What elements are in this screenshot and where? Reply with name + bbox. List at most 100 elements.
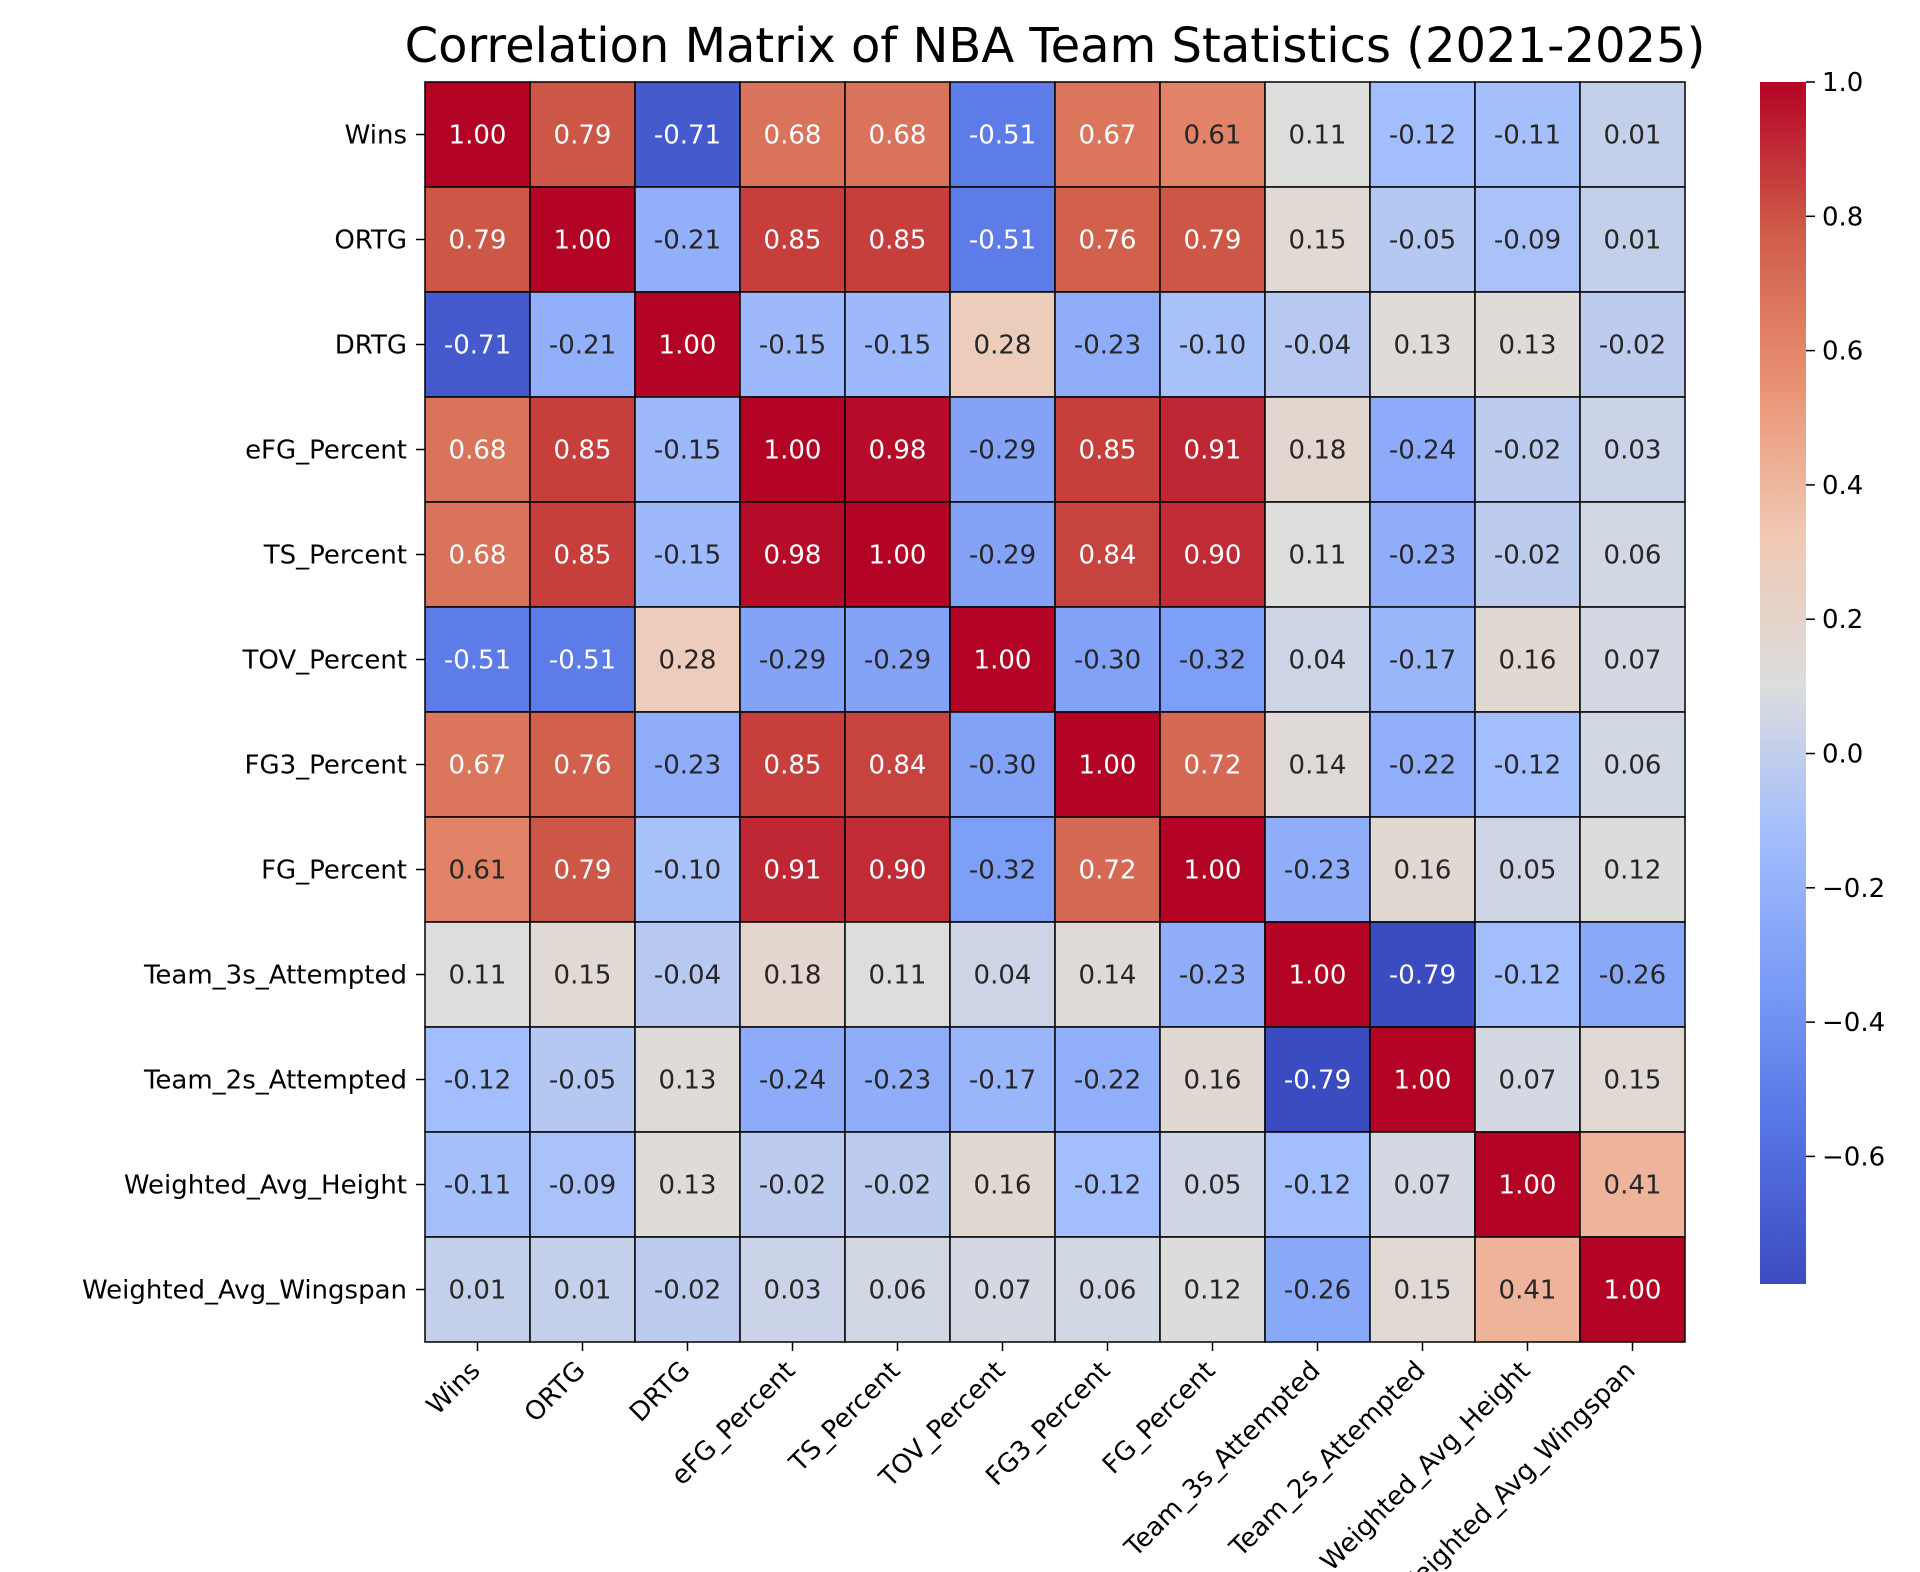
cell-value-label: 0.85 [1079,436,1137,466]
cell-value-label: -0.17 [969,1066,1036,1096]
colorbar-tick-label: 0.6 [1822,337,1863,367]
cell-value-label: -0.12 [1389,121,1456,151]
cell-value-label: -0.15 [654,436,721,466]
cell-value-label: 0.06 [869,1276,927,1306]
cell-value-label: 0.68 [449,541,507,571]
heatmap-cell-ortg-weighted-avg-height [1474,186,1581,293]
heatmap-cell-weighted-avg-wingspan-team-2s-attempted [1369,1236,1476,1343]
heatmap-cell-tov-percent-team-3s-attempted [1264,606,1371,713]
cell-value-label: -0.23 [1074,331,1141,361]
cell-value-label: 0.11 [449,961,507,991]
cell-value-label: -0.15 [759,331,826,361]
heatmap-cell-wins-weighted-avg-wingspan [1579,81,1686,188]
heatmap-cell-weighted-avg-height-ortg [529,1131,636,1238]
heatmap-cell-drtg-wins [424,291,531,398]
y-tick-label-team-2s-attempted: Team_2s_Attempted [143,1066,407,1096]
heatmap-cell-team-2s-attempted-tov-percent [949,1026,1056,1133]
cell-value-label: 0.61 [1184,121,1242,151]
cell-value-label: 1.00 [1184,856,1242,886]
heatmap-cell-ts-percent-drtg [634,501,741,608]
heatmap-cell-ortg-drtg [634,186,741,293]
cells-layer: 1.00 0.79 -0.71 0.68 0.68 -0.51 0.67 0.61 0.11 -0… [424,81,1686,1343]
cell-value-label: 0.18 [1289,436,1347,466]
cell-value-label: 0.07 [974,1276,1032,1306]
heatmap-cell-weighted-avg-wingspan-wins [424,1236,531,1343]
cell-value-label: -0.71 [654,121,721,151]
cell-value-label: 0.91 [764,856,822,886]
heatmap-cell-fg-percent-ts-percent [844,816,951,923]
cell-value-label: 0.06 [1604,541,1662,571]
cell-value-label: 0.18 [764,961,822,991]
cell-value-label: 0.01 [1604,226,1662,256]
cell-value-label: 0.41 [1499,1276,1557,1306]
cell-value-label: 0.79 [1184,226,1242,256]
cell-value-label: 0.16 [974,1171,1032,1201]
cell-value-label: 0.28 [659,646,717,676]
cell-value-label: 0.05 [1499,856,1557,886]
cell-value-label: 0.61 [449,856,507,886]
y-tick-label-ortg: ORTG [334,226,407,256]
heatmap-cell-team-3s-attempted-fg-percent [1159,921,1266,1028]
heatmap-cell-fg3-percent-fg-percent [1159,711,1266,818]
colorbar-gradient [1760,82,1806,1284]
cell-value-label: 0.13 [659,1066,717,1096]
heatmap-cell-team-2s-attempted-drtg [634,1026,741,1133]
cell-value-label: -0.32 [1179,646,1246,676]
heatmap-cell-ortg-team-3s-attempted [1264,186,1371,293]
heatmap-cell-efg-percent-weighted-avg-wingspan [1579,396,1686,503]
cell-value-label: -0.22 [1074,1066,1141,1096]
cell-value-label: -0.79 [1284,1066,1351,1096]
heatmap-cell-ortg-efg-percent [739,186,846,293]
cell-value-label: 0.67 [449,751,507,781]
cell-value-label: 0.13 [1499,331,1557,361]
cell-value-label: 1.00 [764,436,822,466]
cell-value-label: -0.30 [969,751,1036,781]
y-tick-label-wins: Wins [345,121,407,151]
cell-value-label: -0.02 [1494,436,1561,466]
heatmap-cell-wins-team-2s-attempted [1369,81,1476,188]
y-tick-label-ts-percent: TS_Percent [263,541,407,571]
heatmap-cell-drtg-fg3-percent [1054,291,1161,398]
heatmap-cell-team-3s-attempted-drtg [634,921,741,1028]
cell-value-label: 0.41 [1604,1171,1662,1201]
heatmap-cell-wins-fg3-percent [1054,81,1161,188]
heatmap-cell-ortg-tov-percent [949,186,1056,293]
cell-value-label: 0.15 [1604,1066,1662,1096]
cell-value-label: 1.00 [869,541,927,571]
heatmap-cell-team-3s-attempted-ts-percent [844,921,951,1028]
heatmap-cell-fg-percent-fg-percent [1159,816,1266,923]
cell-value-label: -0.12 [1074,1171,1141,1201]
cell-value-label: 0.15 [1394,1276,1452,1306]
cell-value-label: -0.04 [1284,331,1351,361]
cell-value-label: -0.02 [759,1171,826,1201]
heatmap-cell-drtg-ortg [529,291,636,398]
heatmap-cell-ortg-wins [424,186,531,293]
heatmap-cell-tov-percent-fg3-percent [1054,606,1161,713]
heatmap-cell-ts-percent-fg-percent [1159,501,1266,608]
cell-value-label: 0.03 [764,1276,822,1306]
cell-value-label: 0.01 [1604,121,1662,151]
heatmap-cell-wins-ortg [529,81,636,188]
cell-value-label: -0.23 [864,1066,931,1096]
cell-value-label: -0.09 [549,1171,616,1201]
colorbar-tick-label: 0.0 [1822,740,1863,770]
cell-value-label: -0.26 [1599,961,1666,991]
cell-value-label: -0.12 [1284,1171,1351,1201]
heatmap-cell-fg-percent-fg3-percent [1054,816,1161,923]
colorbar: 1.0 0.8 0.6 0.4 0.2 0.0 −0.2 −0.4 −0.6 [1760,68,1885,1284]
heatmap-cell-wins-team-3s-attempted [1264,81,1371,188]
cell-value-label: 0.90 [869,856,927,886]
y-tick-label-drtg: DRTG [335,331,407,361]
cell-value-label: -0.22 [1389,751,1456,781]
heatmap-cell-team-2s-attempted-fg-percent [1159,1026,1266,1133]
y-tick-label-fg-percent: FG_Percent [261,856,407,886]
cell-value-label: 0.76 [1079,226,1137,256]
heatmap-cell-efg-percent-team-2s-attempted [1369,396,1476,503]
cell-value-label: -0.29 [759,646,826,676]
heatmap-cell-weighted-avg-height-efg-percent [739,1131,846,1238]
cell-value-label: -0.10 [1179,331,1246,361]
heatmap-cell-ortg-ts-percent [844,186,951,293]
cell-value-label: 0.07 [1604,646,1662,676]
cell-value-label: -0.12 [1494,751,1561,781]
